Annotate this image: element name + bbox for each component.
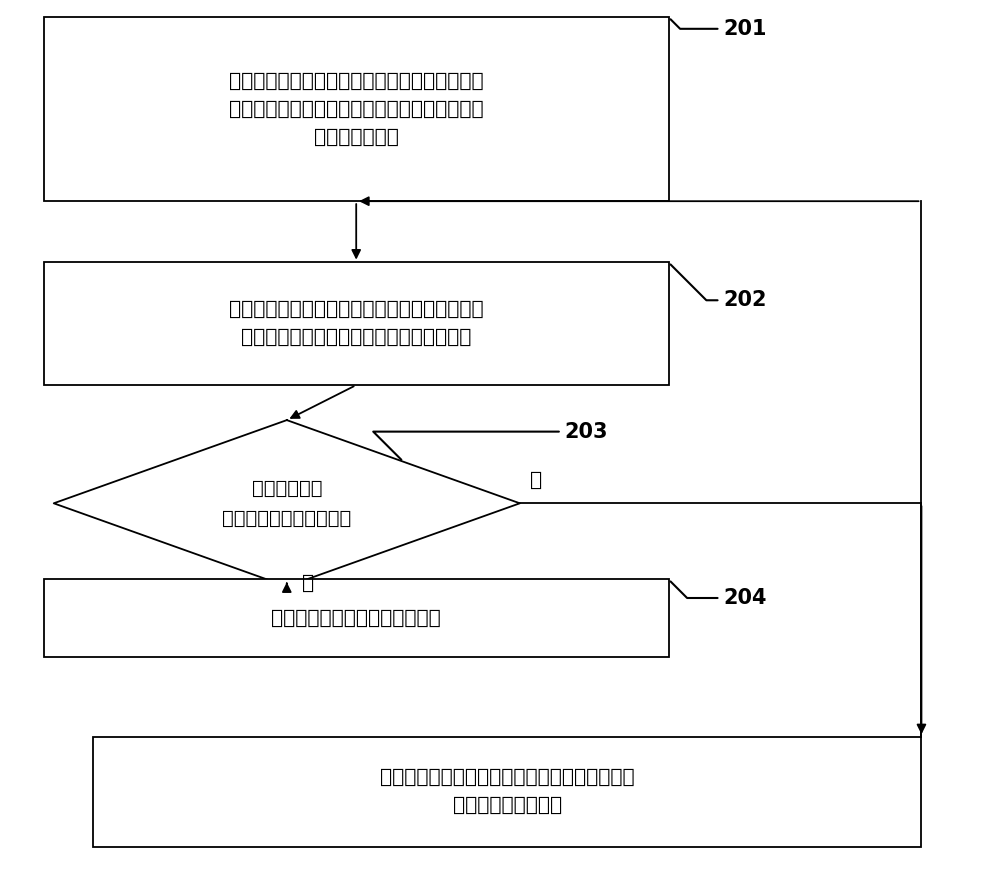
Polygon shape [54,420,520,586]
Text: 的情况下，获取空调室内机的第一运行信息: 的情况下，获取空调室内机的第一运行信息 [241,328,471,347]
Text: 控制空调室外机进行自清洁运行: 控制空调室外机进行自清洁运行 [271,608,441,628]
Text: 201: 201 [671,19,767,39]
Text: 第一运行信息: 第一运行信息 [252,478,322,498]
Text: 数的自清洁运行: 数的自清洁运行 [314,128,399,147]
Text: 否: 否 [530,471,542,490]
Bar [44,580,669,657]
Text: 前次数的自清洁运行: 前次数的自清洁运行 [453,796,562,815]
Bar [44,263,669,385]
Text: 在确定与多次自清洁模式对应的区域触发条件被: 在确定与多次自清洁模式对应的区域触发条件被 [229,72,484,91]
Bar [93,737,921,847]
Bar [44,18,669,202]
Text: 203: 203 [373,422,608,460]
Text: 202: 202 [671,264,767,310]
Text: 更新第一当前次数，控制空调室内机进行第一当: 更新第一当前次数，控制空调室内机进行第一当 [380,768,635,788]
Text: 触发的情况下，控制空调室内机进行第一当前次: 触发的情况下，控制空调室内机进行第一当前次 [229,100,484,118]
Text: 204: 204 [671,582,767,608]
Text: 是: 是 [302,574,314,592]
Text: 在空调室内机的第一当前次数的自清洁运行完成: 在空调室内机的第一当前次数的自清洁运行完成 [229,301,484,319]
Text: 是否满足第一设定条件？: 是否满足第一设定条件？ [222,509,351,528]
